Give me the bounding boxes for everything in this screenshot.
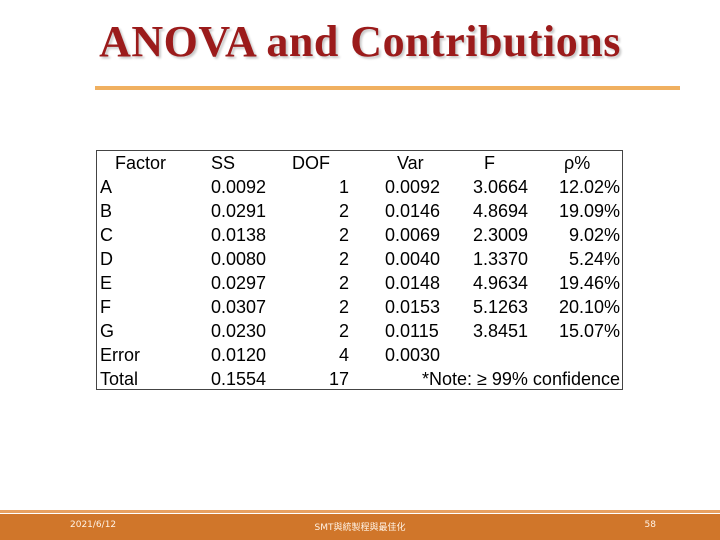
cell-dof: 2 (338, 273, 349, 293)
footer-page-number: 58 (644, 520, 656, 530)
header-factor: Factor (115, 153, 167, 173)
cell-factor: F (100, 297, 111, 317)
cell-rho: 20.10% (558, 297, 620, 317)
slide-title: ANOVA and Contributions (99, 17, 621, 66)
cell-factor: G (100, 321, 115, 341)
anova-table: Factor SS DOF Var F ρ% A 0.0092 1 0.0092… (96, 150, 623, 390)
table-row: A 0.0092 1 0.0092 3.0664 12.02% (97, 175, 622, 199)
table-row: Error 0.0120 4 0.0030 (97, 343, 622, 367)
cell-factor: Total (100, 369, 139, 389)
cell-rho: 9.02% (568, 225, 620, 245)
cell-dof: 2 (338, 201, 349, 221)
table-row: C 0.0138 2 0.0069 2.3009 9.02% (97, 223, 622, 247)
cell-f: 4.8694 (473, 201, 529, 221)
table-row: Total 0.1554 17 *Note: ≥ 99% confidence (97, 367, 622, 391)
confidence-note: *Note: ≥ 99% confidence (422, 369, 620, 389)
cell-ss: 0.0138 (211, 225, 267, 245)
cell-f: 3.8451 (473, 321, 529, 341)
cell-var: 0.0069 (385, 225, 441, 245)
slide-footer: 2021/6/12 SMT與統製程與最佳化 58 (0, 514, 720, 540)
cell-dof: 2 (338, 321, 349, 341)
cell-var: 0.0030 (385, 345, 441, 365)
table-row: G 0.0230 2 0.0115 3.8451 15.07% (97, 319, 622, 343)
footer-date: 2021/6/12 (70, 520, 117, 530)
header-ss: SS (211, 153, 236, 173)
cell-factor: C (100, 225, 113, 245)
cell-var: 0.0092 (385, 177, 441, 197)
cell-ss: 0.0291 (211, 201, 267, 221)
footer-accent-line (0, 510, 720, 513)
cell-ss: 0.1554 (211, 369, 267, 389)
cell-rho: 19.46% (558, 273, 620, 293)
cell-factor: Error (100, 345, 140, 365)
cell-var: 0.0146 (385, 201, 441, 221)
cell-var: 0.0040 (385, 249, 441, 269)
cell-rho: 19.09% (558, 201, 620, 221)
cell-var: 0.0115 (385, 321, 439, 341)
table-row: B 0.0291 2 0.0146 4.8694 19.09% (97, 199, 622, 223)
cell-rho: 5.24% (568, 249, 620, 269)
cell-ss: 0.0080 (211, 249, 267, 269)
cell-dof: 17 (328, 369, 349, 389)
cell-dof: 2 (338, 249, 349, 269)
footer-course-title: SMT與統製程與最佳化 (314, 523, 406, 533)
table-row: F 0.0307 2 0.0153 5.1263 20.10% (97, 295, 622, 319)
header-f: F (484, 153, 495, 173)
header-dof: DOF (292, 153, 330, 173)
cell-dof: 1 (338, 177, 349, 197)
table-row: D 0.0080 2 0.0040 1.3370 5.24% (97, 247, 622, 271)
cell-f: 1.3370 (473, 249, 529, 269)
cell-var: 0.0153 (385, 297, 441, 317)
cell-rho: 15.07% (558, 321, 620, 341)
cell-f: 2.3009 (473, 225, 529, 245)
cell-f: 5.1263 (473, 297, 529, 317)
table-header-row: Factor SS DOF Var F ρ% (97, 151, 622, 175)
header-var: Var (397, 153, 424, 173)
cell-f: 3.0664 (473, 177, 529, 197)
cell-dof: 4 (338, 345, 349, 365)
cell-ss: 0.0297 (211, 273, 267, 293)
cell-ss: 0.0120 (211, 345, 267, 365)
cell-ss: 0.0230 (211, 321, 267, 341)
cell-dof: 2 (338, 297, 349, 317)
table-row: E 0.0297 2 0.0148 4.9634 19.46% (97, 271, 622, 295)
title-underline (95, 86, 680, 90)
cell-dof: 2 (338, 225, 349, 245)
cell-factor: A (100, 177, 113, 197)
cell-ss: 0.0092 (211, 177, 267, 197)
cell-factor: B (100, 201, 113, 221)
cell-f: 4.9634 (473, 273, 529, 293)
cell-ss: 0.0307 (211, 297, 267, 317)
cell-var: 0.0148 (385, 273, 441, 293)
cell-factor: D (100, 249, 113, 269)
cell-rho: 12.02% (558, 177, 620, 197)
cell-factor: E (100, 273, 113, 293)
header-rho: ρ% (564, 153, 591, 173)
